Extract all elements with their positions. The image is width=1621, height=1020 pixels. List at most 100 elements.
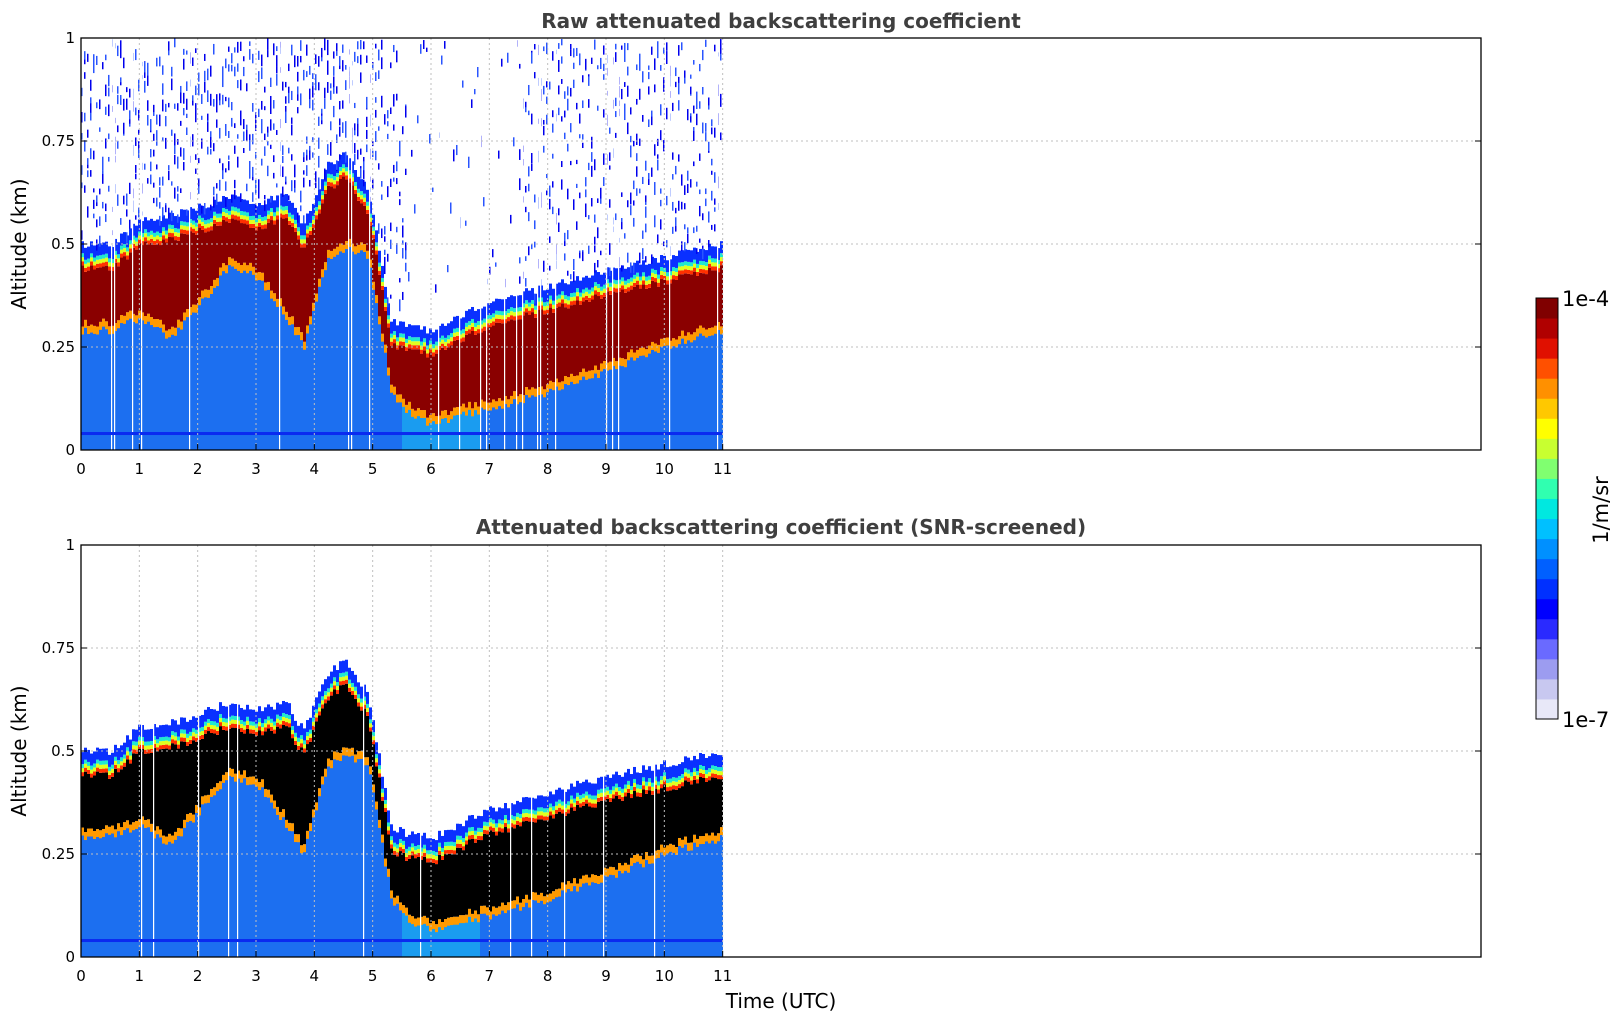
- colorbar-segment: [1536, 558, 1558, 580]
- boundary-layer-cell: [294, 838, 297, 957]
- cloud-layer-cell: [219, 726, 222, 782]
- layer-edge-cell: [165, 234, 168, 239]
- profile-column: [96, 747, 99, 957]
- layer-edge-cell: [231, 214, 234, 219]
- layer-edge-cell: [525, 304, 528, 309]
- profile-column: [660, 764, 663, 957]
- boundary-layer-cell: [612, 361, 615, 450]
- layer-edge-cell: [612, 267, 615, 280]
- layer-edge-cell: [528, 302, 531, 307]
- profile-column: [438, 830, 441, 957]
- noise-speck: [573, 259, 575, 271]
- cloud-layer-cell: [633, 790, 636, 856]
- layer-edge-cell: [672, 844, 675, 853]
- layer-edge-cell: [168, 224, 171, 229]
- noise-speck: [228, 130, 230, 138]
- layer-edge-cell: [159, 741, 162, 746]
- boundary-layer-cell: [492, 910, 495, 957]
- layer-edge-cell: [381, 333, 384, 342]
- colorbar-segment: [1536, 338, 1558, 359]
- cloud-layer-cell: [450, 345, 453, 412]
- layer-edge-cell: [441, 921, 444, 930]
- profile-column: [675, 67, 678, 450]
- layer-edge-cell: [603, 776, 606, 789]
- boundary-layer-cell: [255, 782, 258, 957]
- layer-edge-cell: [399, 847, 402, 852]
- cloud-layer-cell: [423, 350, 426, 411]
- layer-edge-cell: [135, 237, 138, 242]
- noise-speck: [402, 126, 404, 135]
- layer-edge-cell: [99, 243, 102, 256]
- missing-profile-gap: [510, 545, 512, 957]
- cloud-layer-cell: [522, 821, 525, 900]
- layer-edge-cell: [582, 793, 585, 798]
- cloud-layer-cell: [513, 828, 516, 901]
- layer-edge-cell: [720, 771, 723, 776]
- noise-speck: [282, 145, 284, 155]
- layer-edge-cell: [315, 211, 318, 216]
- profile-column: [567, 789, 570, 957]
- layer-edge-cell: [282, 720, 285, 725]
- layer-edge-cell: [333, 184, 336, 189]
- boundary-layer-cell: [186, 818, 189, 957]
- layer-edge-cell: [324, 679, 327, 692]
- boundary-layer-cell: [498, 402, 501, 450]
- layer-edge-cell: [594, 365, 597, 374]
- cloud-layer-cell: [261, 229, 264, 273]
- layer-edge-cell: [546, 309, 549, 314]
- x-tick-label: 3: [251, 460, 261, 478]
- layer-edge-cell: [489, 806, 492, 819]
- layer-edge-cell: [528, 813, 531, 818]
- boundary-layer-cell: [555, 382, 558, 450]
- cloud-layer-cell: [261, 735, 264, 780]
- layer-edge-cell: [222, 195, 225, 208]
- boundary-layer-cell: [456, 411, 459, 450]
- layer-edge-cell: [549, 803, 552, 808]
- layer-edge-cell: [228, 767, 231, 776]
- noise-speck: [363, 170, 365, 179]
- layer-edge-cell: [453, 316, 456, 329]
- noise-speck: [690, 179, 692, 188]
- cloud-layer-cell: [285, 218, 288, 312]
- layer-edge-cell: [462, 333, 465, 338]
- layer-edge-cell: [324, 262, 327, 271]
- x-tick-label: 0: [76, 460, 86, 478]
- boundary-layer-cell: [681, 334, 684, 450]
- colorbar-segment: [1536, 478, 1558, 499]
- layer-edge-cell: [567, 789, 570, 802]
- layer-edge-cell: [177, 232, 180, 237]
- layer-edge-cell: [498, 398, 501, 407]
- layer-edge-cell: [345, 675, 348, 680]
- layer-edge-cell: [117, 748, 120, 761]
- layer-edge-cell: [273, 725, 276, 730]
- layer-edge-cell: [708, 328, 711, 337]
- layer-edge-cell: [195, 733, 198, 738]
- x-ticks: 0 1 2 3 4 5 6 7 8 9 10 11: [76, 951, 732, 985]
- layer-edge-cell: [357, 176, 360, 189]
- layer-edge-cell: [696, 263, 699, 268]
- profile-column: [576, 47, 579, 450]
- layer-edge-cell: [681, 250, 684, 263]
- noise-speck: [234, 179, 236, 189]
- colorbar-gradient: [1536, 298, 1558, 720]
- profile-column: [174, 38, 177, 450]
- layer-edge-cell: [96, 263, 99, 268]
- boundary-layer-cell: [258, 786, 261, 957]
- cloud-layer-cell: [621, 289, 624, 359]
- layer-edge-cell: [387, 319, 390, 324]
- layer-edge-cell: [177, 736, 180, 741]
- layer-edge-cell: [123, 315, 126, 324]
- noise-speck: [498, 150, 500, 159]
- noise-speck: [90, 97, 92, 104]
- noise-speck: [312, 137, 314, 143]
- layer-edge-cell: [138, 736, 141, 741]
- boundary-layer-cell: [135, 824, 138, 957]
- layer-edge-cell: [453, 846, 456, 851]
- noise-speck: [288, 195, 290, 201]
- boundary-layer-cell: [246, 781, 249, 957]
- noise-speck: [147, 178, 149, 184]
- noise-speck: [354, 102, 356, 109]
- profile-column: [129, 739, 132, 957]
- layer-edge-cell: [633, 766, 636, 779]
- noise-speck: [585, 189, 587, 198]
